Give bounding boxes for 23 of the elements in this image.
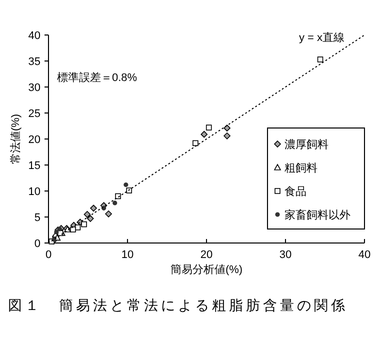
- x-axis-title: 簡易分析値(%): [170, 264, 243, 276]
- y-tick-label: 20: [28, 134, 40, 146]
- x-tick-label: 10: [121, 249, 134, 261]
- text: 図１ 簡易法と常法による粗脂肪含量の関係: [8, 297, 348, 313]
- legend-label: 食品: [284, 186, 306, 198]
- legend-label: 濃厚飼料: [284, 138, 328, 151]
- annotation: 標準誤差＝0.8%: [57, 71, 138, 84]
- y-tick-label: 15: [28, 160, 40, 172]
- x-tick-label: 20: [200, 249, 213, 261]
- series-label: y = x直線: [298, 31, 344, 44]
- y-tick-label: 40: [28, 30, 40, 42]
- y-tick-label: 10: [28, 186, 40, 198]
- y-axis-title: 常法値(%): [9, 114, 22, 164]
- y-tick-label: 0: [34, 238, 40, 250]
- y-tick-label: 5: [34, 212, 40, 224]
- x-tick-label: 30: [279, 249, 292, 261]
- y-tick-label: 30: [28, 82, 40, 94]
- y-tick-label: 25: [28, 108, 40, 120]
- x-tick-label: 0: [45, 249, 52, 261]
- y-tick-label: 35: [28, 56, 40, 68]
- legend-label: 粗飼料: [284, 162, 318, 174]
- legend-label: 家畜飼料以外: [284, 208, 350, 222]
- x-tick-label: 40: [358, 249, 371, 261]
